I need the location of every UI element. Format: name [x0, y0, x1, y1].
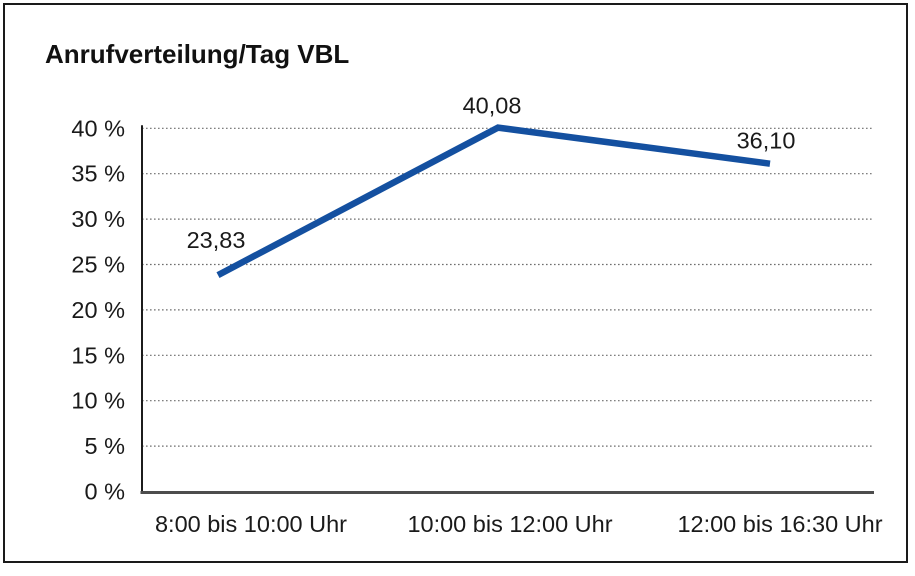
chart-frame: Anrufverteilung/Tag VBL [3, 3, 908, 563]
y-axis-tick-label: 15 % [71, 342, 125, 368]
y-axis-tick-label: 20 % [71, 297, 125, 323]
series-line [216, 124, 771, 278]
y-axis-tick-label: 5 % [85, 433, 126, 459]
y-axis-tick-label: 10 % [71, 388, 125, 414]
y-axis-tick-label: 35 % [71, 161, 125, 187]
y-axis-tick-label: 40 % [71, 115, 125, 141]
data-point-label: 36,10 [737, 128, 796, 154]
data-point-label: 40,08 [463, 93, 522, 119]
chart-title: Anrufverteilung/Tag VBL [45, 39, 350, 69]
y-axis-tick-label: 30 % [71, 206, 125, 232]
y-axis-tick-label: 0 % [85, 479, 126, 505]
y-axis-tick-label: 25 % [71, 252, 125, 278]
x-axis-category-label: 10:00 bis 12:00 Uhr [407, 511, 612, 537]
x-axis-category-label: 12:00 bis 16:30 Uhr [677, 511, 882, 537]
x-axis-category-label: 8:00 bis 10:00 Uhr [155, 511, 347, 537]
data-point-label: 23,83 [187, 227, 246, 253]
